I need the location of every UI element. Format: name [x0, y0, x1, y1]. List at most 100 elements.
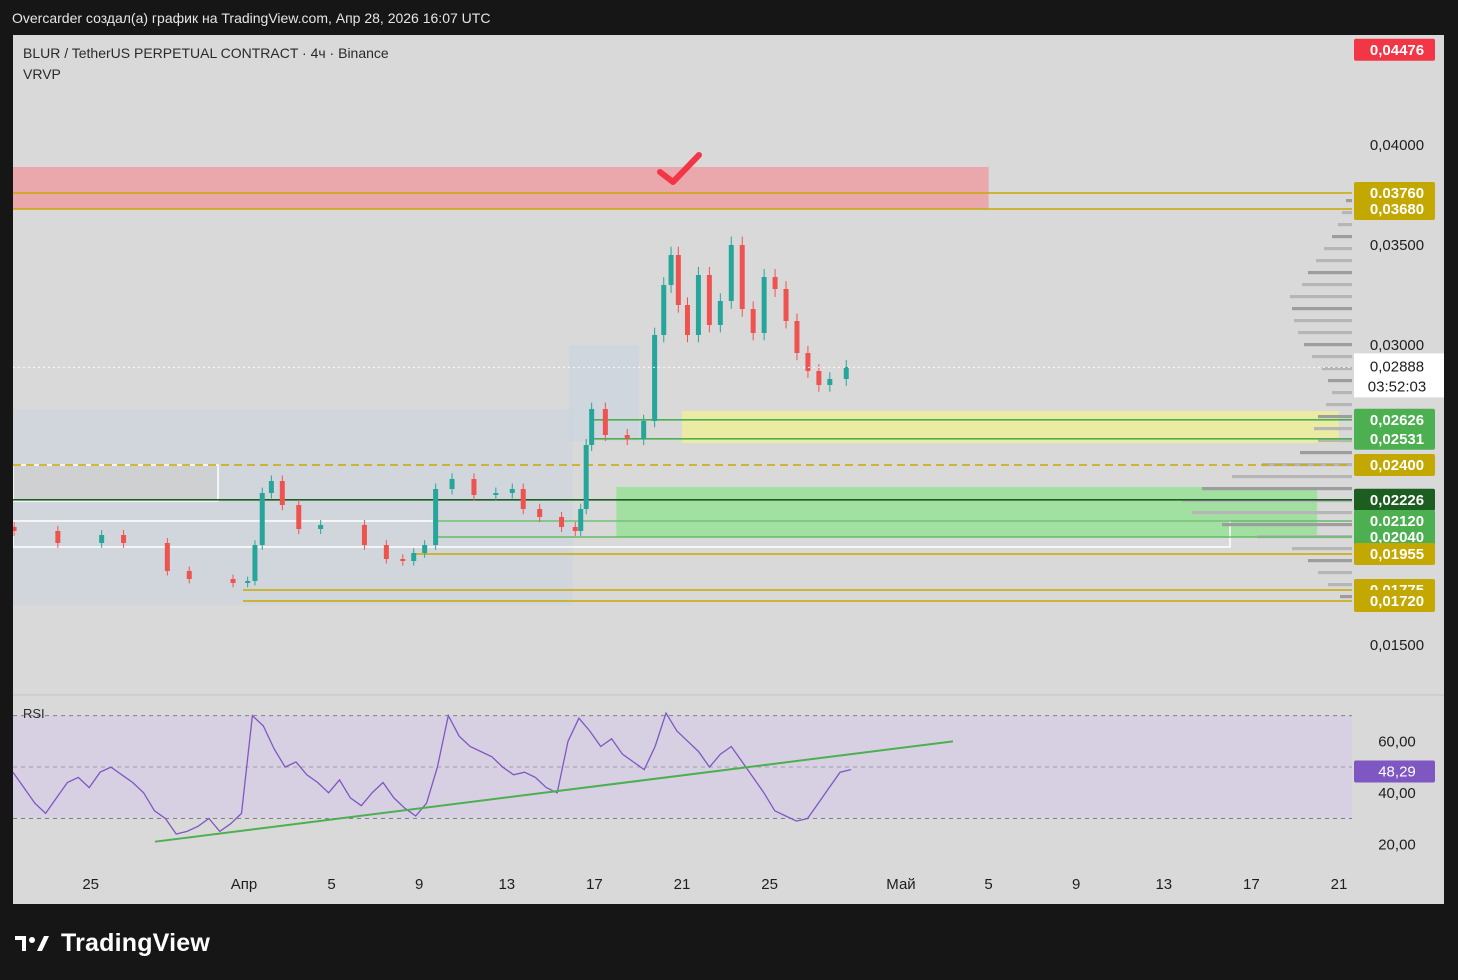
rsi-value-tag: [1354, 760, 1435, 783]
candle-body: [422, 545, 428, 553]
vrvp-bar: [1328, 583, 1352, 587]
tradingview-footer[interactable]: TradingView: [15, 928, 210, 958]
vrvp-bar: [1300, 451, 1352, 455]
vrvp-bar: [1222, 523, 1352, 527]
vrvp-bar: [1332, 391, 1352, 395]
price-label-text: 0,04476: [1370, 42, 1424, 59]
price-tick-label: 0,01500: [1370, 637, 1424, 654]
time-tick-label: 5: [327, 876, 335, 893]
vrvp-bar: [1292, 547, 1352, 551]
candle-body: [783, 289, 789, 321]
vrvp-bar: [1318, 571, 1352, 575]
range-box-white: [12, 464, 219, 502]
vrvp-bar: [1316, 259, 1352, 263]
candle-body: [816, 371, 822, 385]
tradingview-logo-icon: [15, 936, 49, 951]
candle-body: [668, 255, 674, 285]
candle-body: [805, 353, 811, 371]
candle-body: [449, 479, 455, 489]
candle-body: [259, 493, 265, 545]
chart-canvas[interactable]: 0,04000 0,03500 0,03000 0,01500 0,04476 0,037…: [11, 35, 1444, 904]
check-mark-icon: [657, 152, 702, 185]
price-label-tag: [1354, 488, 1435, 511]
time-tick-label: 13: [1155, 876, 1172, 893]
time-tick-label: 21: [1331, 876, 1348, 893]
profile-range-area: [13, 409, 573, 605]
rsi-value-text: 48,29: [1378, 763, 1416, 780]
vrvp-bar: [1338, 223, 1352, 227]
candle-body: [559, 517, 565, 527]
time-tick-label: 9: [415, 876, 423, 893]
vrvp-bar: [1314, 427, 1352, 431]
vrvp-legend[interactable]: VRVP: [23, 66, 61, 82]
candle-body: [361, 525, 367, 545]
price-label-tag: [1354, 408, 1435, 431]
vrvp-bar: [1324, 247, 1352, 251]
time-tick-label: 9: [1072, 876, 1080, 893]
vrvp-bar: [1328, 379, 1352, 383]
price-label-text: 0,03680: [1370, 201, 1424, 218]
price-label-tag: [1354, 198, 1435, 220]
time-tick-label: 21: [674, 876, 691, 893]
vrvp-bar: [1308, 559, 1352, 563]
candle-body: [520, 489, 526, 509]
candle-body: [537, 509, 543, 517]
price-label-tag: [1354, 454, 1435, 476]
time-tick-label: 17: [1243, 876, 1260, 893]
rsi-line: [12, 711, 852, 835]
price-label-text: 0,02226: [1370, 492, 1424, 509]
chart-symbol-legend[interactable]: BLUR / TetherUS PERPETUAL CONTRACT · 4ч …: [23, 45, 389, 61]
candle-body: [121, 535, 127, 543]
candle-body: [624, 435, 630, 439]
time-tick-label: 5: [984, 876, 992, 893]
time-tick-label: Апр: [231, 876, 257, 893]
vrvp-bar: [1202, 487, 1352, 491]
candle-body: [99, 535, 105, 543]
vrvp-bar: [1302, 283, 1352, 287]
vrvp-bar: [1332, 235, 1352, 239]
vrvp-bar: [1294, 319, 1352, 323]
candle-body: [279, 481, 285, 505]
candle-body: [509, 489, 515, 493]
vrvp-bar: [1298, 331, 1352, 335]
candle-body: [164, 543, 170, 571]
candle-body: [589, 409, 595, 445]
time-tick-label: Май: [886, 876, 915, 893]
chart-caption: Overcarder создал(а) график на TradingVi…: [12, 10, 491, 26]
candle-body: [383, 545, 389, 559]
price-label-tag: [1354, 427, 1435, 450]
candle-body: [772, 277, 778, 289]
candle-body: [433, 489, 439, 545]
candle-body: [739, 245, 745, 309]
vrvp-bar: [1318, 415, 1352, 419]
price-label-tag: [1354, 590, 1435, 612]
time-tick-label: 25: [82, 876, 99, 893]
candle-body: [471, 479, 477, 495]
candle-body: [750, 309, 756, 333]
resistance-zone: [13, 167, 989, 209]
candle-body: [268, 481, 274, 493]
price-label-text: 0,02040: [1370, 529, 1424, 546]
rsi-trend-line: [154, 740, 954, 843]
price-chart[interactable]: 0,04000 0,03500 0,03000 0,01500 0,04476 0,037…: [11, 35, 1444, 904]
vrvp-bar: [1318, 439, 1352, 443]
vrvp-bar: [1308, 271, 1352, 275]
vrvp-bar: [1290, 295, 1352, 299]
vrvp-bar: [1322, 367, 1352, 371]
candle-body: [318, 525, 324, 529]
price-label-tag: [1354, 526, 1435, 548]
candle-body: [695, 275, 701, 335]
vrvp-bar: [1342, 211, 1352, 215]
price-tick-label: 0,03500: [1370, 237, 1424, 254]
candle-body: [493, 493, 499, 495]
candle-body: [684, 305, 690, 335]
vrvp-bar: [1192, 511, 1352, 515]
rsi-legend[interactable]: RSI: [23, 706, 45, 721]
candle-body: [706, 275, 712, 325]
candle-body: [411, 553, 417, 561]
countdown-text: 03:52:03: [1368, 378, 1426, 395]
candle-body: [186, 571, 192, 579]
candle-body: [675, 255, 681, 305]
rsi-tick-label: 40,00: [1378, 785, 1416, 802]
candle-body: [728, 245, 734, 301]
